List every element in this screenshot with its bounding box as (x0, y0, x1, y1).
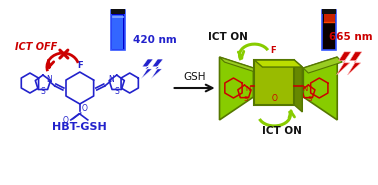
Text: GSH: GSH (183, 72, 206, 82)
Bar (111, 10, 125, 50)
Polygon shape (303, 57, 342, 73)
Text: ICT ON: ICT ON (208, 32, 248, 42)
Text: 665 nm: 665 nm (329, 32, 373, 42)
Polygon shape (336, 52, 351, 75)
Text: ICT ON: ICT ON (262, 126, 302, 136)
Bar (322, 10, 336, 50)
Text: S: S (307, 96, 311, 102)
Polygon shape (294, 60, 302, 112)
Polygon shape (254, 60, 302, 67)
Text: S: S (40, 87, 45, 95)
Text: N: N (46, 75, 52, 84)
Text: ICT OFF: ICT OFF (15, 42, 57, 52)
Polygon shape (254, 60, 294, 105)
Text: 420 nm: 420 nm (133, 35, 177, 45)
Bar (322, 9, 336, 14)
Bar (112, 15, 123, 49)
Text: HBT-GSH: HBT-GSH (53, 122, 107, 132)
Bar (111, 9, 125, 14)
Polygon shape (347, 52, 362, 75)
Polygon shape (303, 57, 337, 120)
Text: N: N (246, 86, 251, 92)
Text: N: N (303, 86, 308, 92)
Polygon shape (141, 59, 153, 79)
Bar (324, 12, 335, 22)
Text: F: F (77, 61, 83, 70)
Text: O: O (271, 95, 277, 103)
Polygon shape (151, 59, 163, 79)
Text: O: O (82, 105, 88, 113)
Text: O: O (63, 116, 69, 125)
Text: N: N (108, 75, 114, 84)
Polygon shape (220, 57, 259, 73)
Text: F: F (271, 46, 276, 55)
Text: S: S (115, 87, 119, 95)
Polygon shape (220, 57, 253, 120)
Text: S: S (243, 96, 248, 102)
